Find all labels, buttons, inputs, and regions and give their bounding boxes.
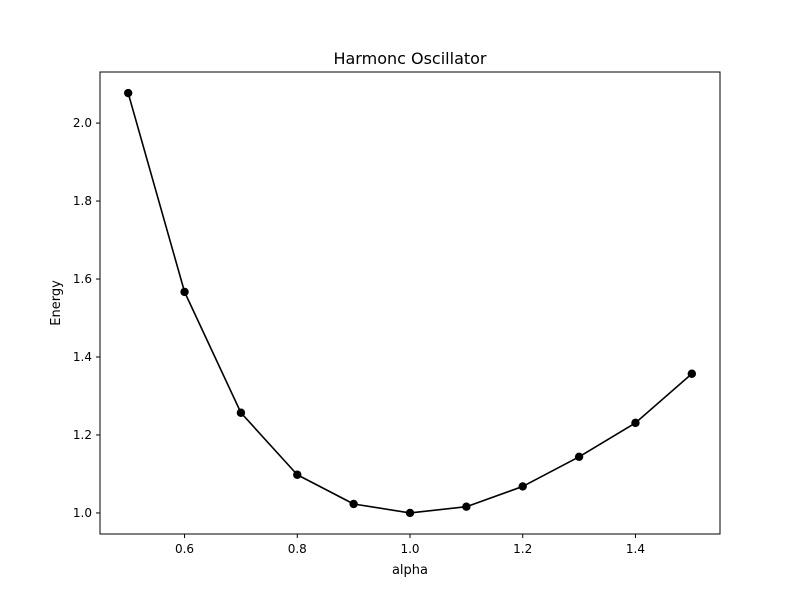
chart-title: Harmonc Oscillator xyxy=(333,49,486,68)
x-tick-label: 0.6 xyxy=(175,542,194,556)
y-tick-label: 2.0 xyxy=(73,116,92,130)
x-axis-title: alpha xyxy=(392,563,428,578)
data-point xyxy=(631,418,640,428)
x-tick-label: 0.8 xyxy=(288,542,307,556)
data-point xyxy=(405,508,415,518)
data-point xyxy=(574,452,584,462)
data-point xyxy=(180,287,189,297)
data-point xyxy=(293,470,302,479)
y-tick-label: 1.0 xyxy=(73,506,92,520)
y-tick-label: 1.6 xyxy=(73,272,92,286)
y-axis: 1.0 1.2 1.4 1.6 1.8 2.0 xyxy=(73,116,100,520)
y-axis-title: Energy xyxy=(49,280,64,326)
y-tick-label: 1.2 xyxy=(73,428,92,442)
data-point xyxy=(462,502,471,511)
plot-area xyxy=(123,88,697,518)
data-point xyxy=(687,369,697,378)
data-point xyxy=(518,482,527,491)
data-point xyxy=(123,88,133,98)
data-point xyxy=(349,499,358,509)
data-point xyxy=(236,408,246,417)
x-tick-label: 1.2 xyxy=(513,542,532,556)
y-tick-label: 1.8 xyxy=(73,194,92,208)
x-axis: 0.6 0.8 1.0 1.2 1.4 xyxy=(175,534,645,556)
x-tick-label: 1.4 xyxy=(626,542,645,556)
x-tick-label: 1.0 xyxy=(400,542,419,556)
y-tick-label: 1.4 xyxy=(73,350,92,364)
